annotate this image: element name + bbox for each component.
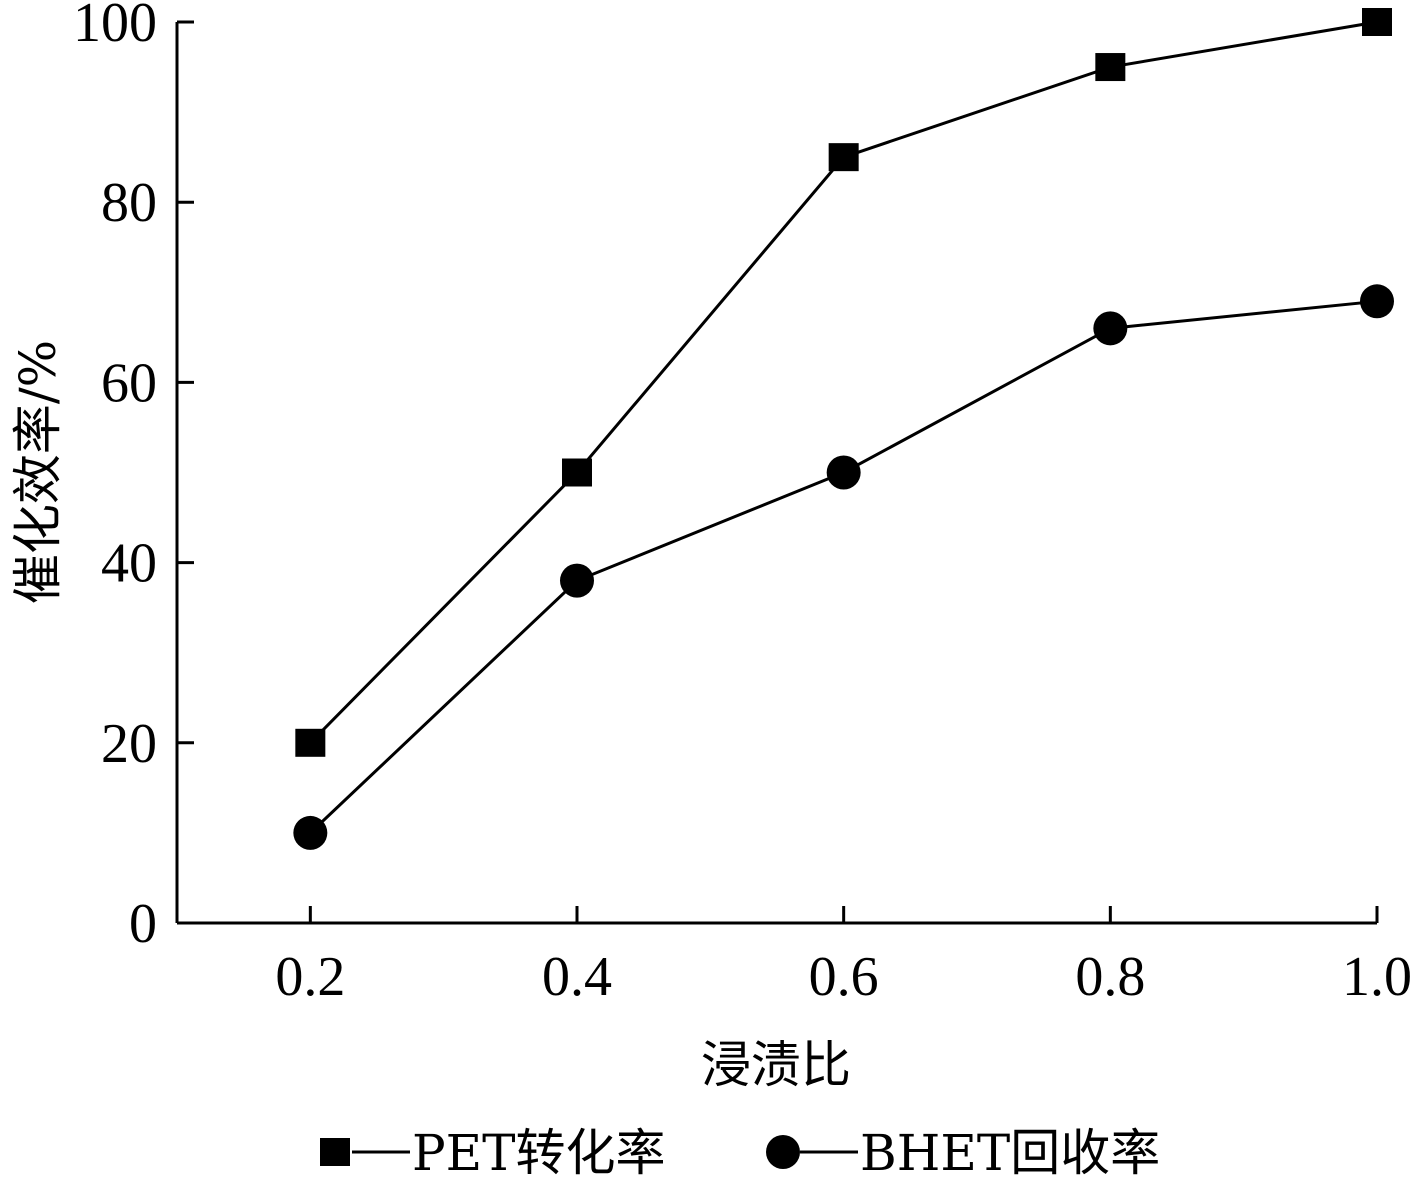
y-axis-title: 催化效率/% [9, 340, 67, 604]
x-tick-label: 0.2 [275, 946, 345, 1008]
legend-label: BHET回收率 [860, 1124, 1160, 1178]
x-axis-title: 浸渍比 [701, 1036, 851, 1094]
legend-square-marker [320, 1138, 350, 1166]
y-tick-label: 40 [101, 533, 157, 595]
circle-marker [1093, 311, 1128, 346]
circle-marker [826, 455, 861, 490]
y-tick-label: 80 [101, 172, 157, 234]
series-line-1 [309, 20, 1378, 744]
y-tick-label: 100 [73, 0, 157, 54]
square-marker [295, 728, 326, 757]
x-tick-label: 0.6 [809, 946, 879, 1008]
square-marker [828, 143, 859, 172]
circle-marker [1360, 284, 1394, 319]
circle-marker [293, 815, 328, 850]
legend: PET转化率 BHET回收率 [320, 1124, 1160, 1178]
series-1 [295, 8, 1392, 757]
square-marker [1362, 8, 1392, 36]
axes [175, 22, 1377, 925]
legend-entry-2: BHET回收率 [766, 1124, 1160, 1178]
series-group [293, 8, 1394, 850]
y-tick-label: 20 [101, 713, 157, 775]
legend-circle-marker [766, 1135, 800, 1169]
series-2 [293, 284, 1394, 850]
x-tick-label: 0.4 [542, 946, 612, 1008]
circle-marker [560, 563, 594, 598]
x-tick-label: 0.8 [1075, 946, 1145, 1008]
x-tick-label: 1.0 [1342, 946, 1411, 1008]
square-marker [562, 458, 592, 487]
ticks: 0 20 40 60 80 100 0.2 0.4 0.6 0.8 1.0 [73, 0, 1411, 1008]
series-line-2 [309, 299, 1378, 834]
y-tick-label: 60 [101, 352, 157, 414]
legend-entry-1: PET转化率 [320, 1124, 666, 1178]
square-marker [1095, 53, 1126, 82]
legend-label: PET转化率 [412, 1124, 666, 1178]
y-tick-label: 0 [129, 893, 157, 955]
